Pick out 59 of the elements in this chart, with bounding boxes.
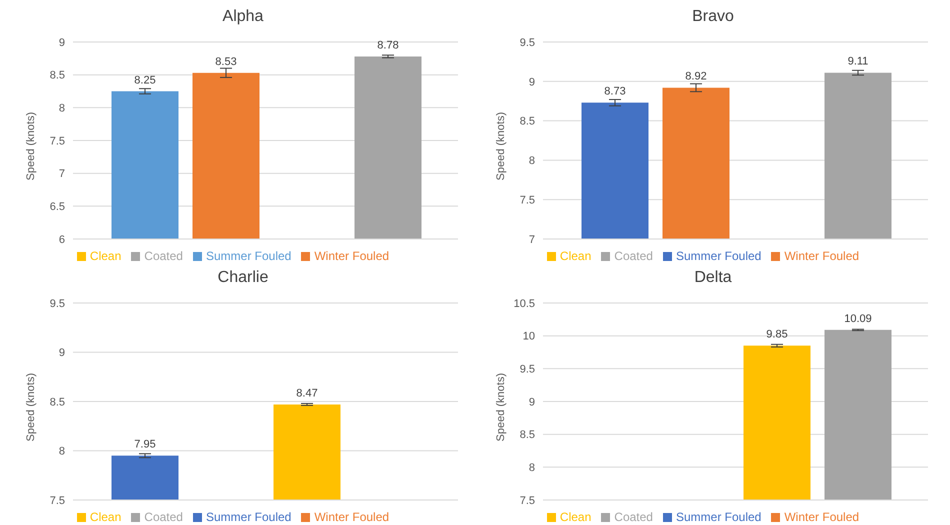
legend-label: Winter Fouled bbox=[314, 249, 390, 263]
y-axis-title: Speed (knots) bbox=[24, 373, 37, 442]
legend-label: Clean bbox=[90, 249, 122, 263]
y-tick-label: 9 bbox=[58, 347, 65, 360]
y-tick-label: 8.5 bbox=[520, 429, 535, 442]
data-label: 8.53 bbox=[215, 56, 237, 68]
y-tick-label: 7 bbox=[528, 234, 535, 246]
data-label: 8.78 bbox=[377, 39, 399, 52]
legend-label: Clean bbox=[560, 249, 592, 263]
y-tick-label: 8 bbox=[58, 102, 65, 115]
y-tick-label: 8 bbox=[528, 155, 535, 168]
y-tick-label: 9.5 bbox=[50, 298, 65, 310]
y-tick-label: 9.5 bbox=[520, 364, 535, 376]
data-label: 7.95 bbox=[134, 438, 156, 451]
y-tick-label: 8 bbox=[58, 446, 65, 458]
y-tick-label: 7.5 bbox=[520, 194, 535, 207]
legend-label: Coated bbox=[614, 249, 653, 263]
y-tick-label: 8.5 bbox=[520, 116, 535, 128]
data-label: 8.25 bbox=[134, 74, 156, 86]
y-tick-label: 8.5 bbox=[50, 70, 65, 82]
y-axis-title: Speed (knots) bbox=[494, 373, 507, 442]
data-label: 8.47 bbox=[296, 387, 318, 400]
y-tick-label: 6.5 bbox=[50, 201, 65, 214]
y-tick-label: 8.5 bbox=[50, 396, 65, 408]
y-tick-label: 6 bbox=[58, 234, 65, 246]
y-tick-label: 7 bbox=[58, 168, 65, 180]
chart-title: Charlie bbox=[216, 269, 270, 288]
legend-label: Summer Fouled bbox=[206, 510, 292, 524]
y-axis-title: Speed (knots) bbox=[24, 112, 37, 180]
chart-title: Bravo bbox=[691, 8, 735, 27]
legend-label: Winter Fouled bbox=[784, 249, 860, 263]
chart-title: Alpha bbox=[222, 8, 264, 27]
y-tick-label: 9 bbox=[528, 76, 535, 88]
legend-label: Winter Fouled bbox=[314, 510, 390, 524]
data-label: 8.73 bbox=[604, 86, 626, 98]
legend-label: Summer Fouled bbox=[206, 249, 292, 263]
data-label: 9.85 bbox=[766, 328, 788, 341]
data-label: 9.11 bbox=[848, 56, 868, 68]
data-label: 10.09 bbox=[844, 312, 872, 325]
y-tick-label: 8 bbox=[528, 462, 535, 474]
legend-label: Summer Fouled bbox=[676, 249, 762, 263]
y-tick-label: 7.5 bbox=[50, 494, 65, 507]
y-tick-label: 9 bbox=[58, 36, 65, 49]
legend-label: Winter Fouled bbox=[784, 510, 860, 524]
data-label: 8.92 bbox=[685, 70, 707, 83]
chart-title: Delta bbox=[693, 269, 733, 288]
y-tick-label: 9 bbox=[528, 396, 535, 408]
y-tick-label: 7.5 bbox=[50, 135, 65, 148]
legend-label: Coated bbox=[144, 249, 183, 263]
y-axis-title: Speed (knots) bbox=[494, 112, 507, 180]
legend-label: Summer Fouled bbox=[676, 510, 762, 524]
legend-label: Coated bbox=[614, 510, 653, 524]
y-tick-label: 10.5 bbox=[514, 298, 535, 310]
y-tick-label: 10 bbox=[522, 330, 535, 343]
y-tick-label: 7.5 bbox=[520, 494, 535, 507]
y-tick-label: 9.5 bbox=[520, 36, 535, 49]
legend-label: Coated bbox=[144, 510, 183, 524]
legend-label: Clean bbox=[90, 510, 122, 524]
legend-label: Clean bbox=[560, 510, 592, 524]
